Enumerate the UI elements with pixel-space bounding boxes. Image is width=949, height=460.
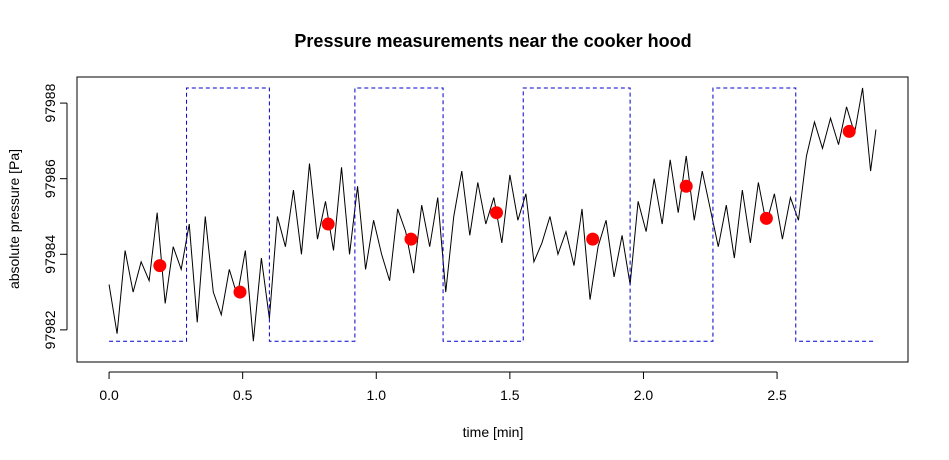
data-point xyxy=(842,124,856,138)
y-tick-label: 97986 xyxy=(42,159,58,198)
x-tick-label: 1.0 xyxy=(367,387,387,403)
x-tick-label: 2.0 xyxy=(634,387,654,403)
data-point xyxy=(153,259,167,273)
y-axis-label: absolute pressure [Pa] xyxy=(6,149,22,289)
data-point xyxy=(490,206,504,220)
data-point xyxy=(679,179,693,193)
x-tick-label: 1.5 xyxy=(500,387,520,403)
data-point xyxy=(586,232,600,246)
chart-title: Pressure measurements near the cooker ho… xyxy=(294,31,691,51)
data-point xyxy=(404,232,418,246)
y-tick-label: 97982 xyxy=(42,310,58,349)
plot-frame xyxy=(76,76,909,363)
x-tick-label: 0.0 xyxy=(99,387,119,403)
y-tick-label: 97984 xyxy=(42,235,58,274)
series-line xyxy=(109,87,876,342)
data-point xyxy=(233,285,247,299)
data-point xyxy=(759,211,773,225)
x-tick-label: 0.5 xyxy=(233,387,253,403)
x-tick-label: 2.5 xyxy=(767,387,787,403)
x-axis-label: time [min] xyxy=(463,424,524,440)
y-tick-label: 97988 xyxy=(42,83,58,122)
data-point xyxy=(321,217,335,231)
